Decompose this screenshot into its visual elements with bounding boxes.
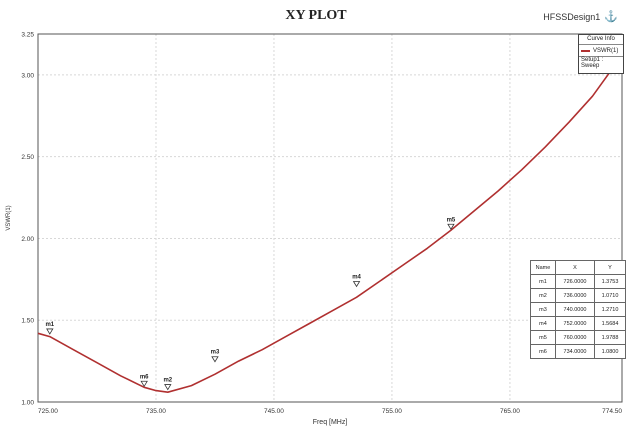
marker-name: m5 — [530, 330, 556, 345]
x-tick-label: 745.00 — [264, 408, 284, 415]
table-row[interactable]: m3 740.0000 1.2710 — [530, 302, 626, 317]
marker-name: m4 — [530, 316, 556, 331]
anchor-icon[interactable]: ⚓ — [604, 11, 618, 23]
y-tick-label: 2.00 — [21, 236, 34, 243]
marker-x: 752.0000 — [555, 316, 595, 331]
y-axis-label: VSWR(1) — [6, 205, 12, 230]
marker-label: m3 — [211, 350, 220, 356]
y-tick-label: 3.25 — [21, 32, 34, 39]
marker-y: 1.0800 — [594, 344, 626, 359]
y-tick-label: 3.00 — [21, 72, 34, 79]
legend-title: Curve Info — [579, 35, 623, 45]
x-tick-label: 755.00 — [382, 408, 402, 415]
marker-col-name: Name — [530, 260, 556, 275]
legend-setup-row: Setup1 : Sweep — [579, 56, 623, 69]
legend-trace-label: VSWR(1) — [593, 47, 619, 54]
x-tick-labels: 725.00 735.00 745.00 755.00 765.00 774.50 — [38, 408, 622, 415]
marker-x: 760.0000 — [555, 330, 595, 345]
marker-x: 736.0000 — [555, 288, 595, 303]
marker-m2[interactable] — [164, 384, 172, 391]
marker-label: m5 — [447, 217, 456, 223]
y-tick-labels: 1.00 1.50 2.00 2.50 3.00 3.25 — [21, 32, 34, 407]
legend-swatch — [581, 49, 590, 52]
marker-m5[interactable] — [447, 223, 455, 231]
marker-y: 1.3753 — [594, 274, 626, 289]
marker-label: m2 — [163, 378, 172, 384]
marker-m3[interactable] — [211, 356, 219, 363]
marker-name: m6 — [530, 344, 556, 359]
x-tick-label: 725.00 — [38, 408, 58, 415]
markers: m1 m6 m2 m3 m4 m5 — [45, 217, 456, 391]
marker-table[interactable]: Name X Y m1 726.0000 1.3753 m2 736.0000 1.07… — [530, 260, 626, 359]
curve-info-legend[interactable]: Curve Info VSWR(1) Setup1 : Sweep — [578, 34, 624, 74]
marker-name: m3 — [530, 302, 556, 317]
marker-name: m1 — [530, 274, 556, 289]
marker-name: m2 — [530, 288, 556, 303]
x-tick-label: 774.50 — [602, 408, 622, 415]
y-tick-label: 2.50 — [21, 154, 34, 161]
table-row[interactable]: m4 752.0000 1.5684 — [530, 316, 626, 331]
marker-y: 1.9788 — [594, 330, 626, 345]
plot-area — [37, 33, 623, 403]
marker-label: m6 — [140, 374, 149, 380]
marker-col-x: X — [555, 260, 595, 275]
table-row[interactable]: m5 760.0000 1.9788 — [530, 330, 626, 345]
marker-label: m4 — [352, 275, 361, 281]
table-row[interactable]: m1 726.0000 1.3753 — [530, 274, 626, 289]
table-row[interactable]: m2 736.0000 1.0710 — [530, 288, 626, 303]
series-line-vswr-1[interactable] — [37, 54, 623, 393]
marker-x: 740.0000 — [555, 302, 595, 317]
design-name-label: HFSSDesign1 ⚓ — [543, 10, 618, 23]
series — [37, 54, 623, 393]
legend-setup-label: Setup1 : Sweep — [581, 56, 604, 69]
marker-col-y: Y — [594, 260, 626, 275]
x-axis-label: Freq [MHz] — [313, 419, 348, 426]
marker-table-header: Name X Y — [530, 260, 626, 275]
marker-y: 1.5684 — [594, 316, 626, 331]
marker-x: 734.0000 — [555, 344, 595, 359]
legend-entry[interactable]: VSWR(1) — [579, 45, 623, 56]
marker-m4[interactable] — [352, 281, 361, 288]
y-tick-label: 1.00 — [21, 400, 34, 407]
table-row[interactable]: m6 734.0000 1.0800 — [530, 344, 626, 359]
marker-label: m1 — [45, 322, 54, 328]
marker-y: 1.2710 — [594, 302, 626, 317]
design-name-text: HFSSDesign1 — [543, 12, 601, 22]
marker-m6[interactable] — [140, 380, 148, 388]
marker-x: 726.0000 — [555, 274, 595, 289]
y-tick-label: 1.50 — [21, 318, 34, 325]
chart-title: XY PLOT — [285, 8, 347, 23]
x-tick-label: 735.00 — [146, 408, 166, 415]
marker-m1[interactable] — [46, 328, 54, 335]
marker-y: 1.0710 — [594, 288, 626, 303]
x-tick-label: 765.00 — [500, 408, 520, 415]
